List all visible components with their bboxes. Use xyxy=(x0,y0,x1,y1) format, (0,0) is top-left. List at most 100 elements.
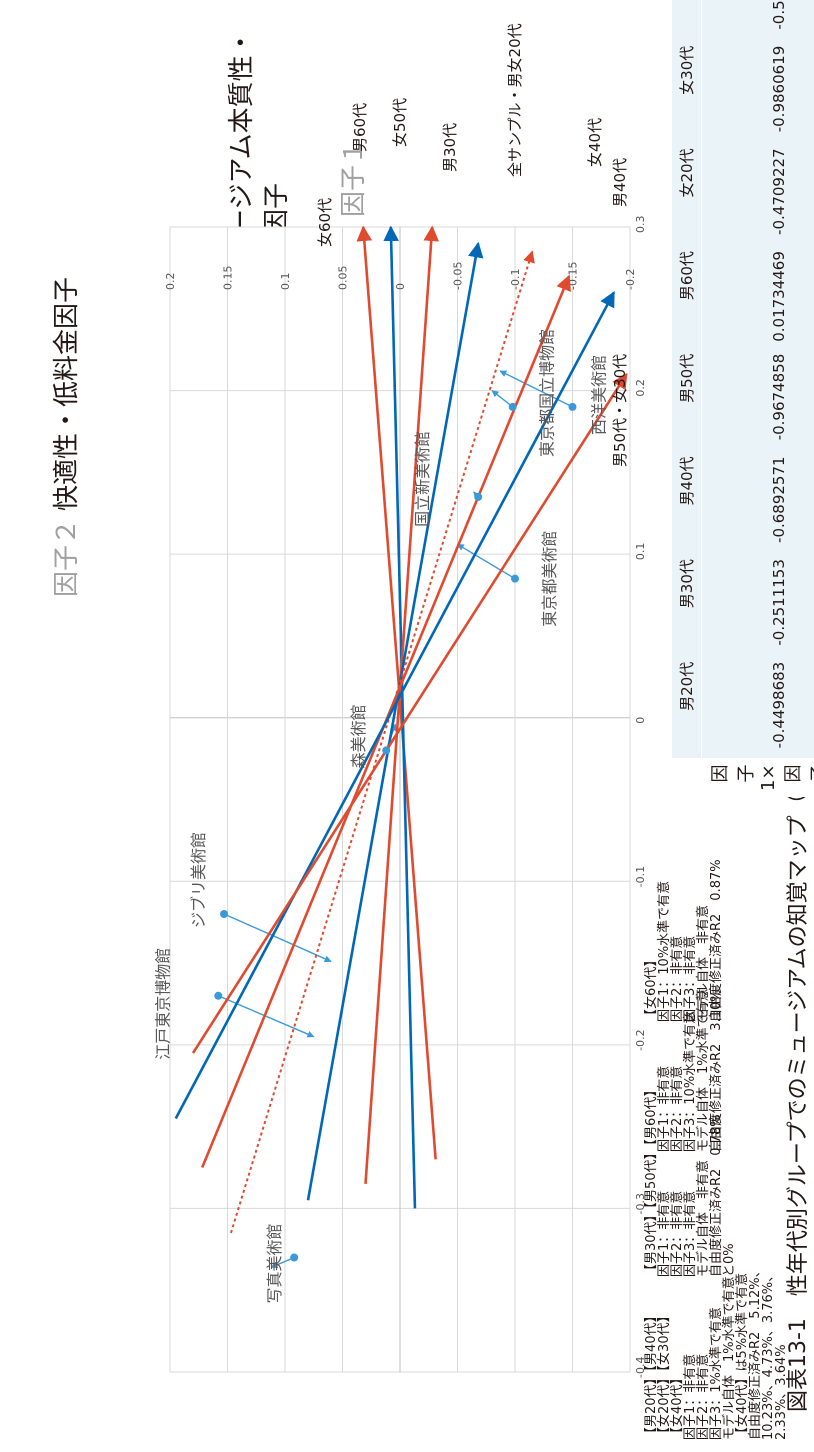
series-label: 男40代 xyxy=(611,158,629,207)
notes: 【男20代】【男40代】【女20代】【女30代】【女40代】因子1：非有意因子2… xyxy=(643,859,789,1440)
table-cell: -0.4498683 xyxy=(701,655,814,759)
grid xyxy=(169,226,631,1373)
table-header-row: 男20代男30代男40代男50代男60代女20代女30代女40代女50代女60代 xyxy=(672,0,702,797)
table-corner xyxy=(672,758,702,797)
museum-point xyxy=(290,1253,299,1262)
note-line: 因子2：非有意 xyxy=(669,1066,685,1152)
note-line: 【女40代】は5%水準で有意 xyxy=(734,1273,750,1440)
y-tick-label: 0.15 xyxy=(222,266,235,291)
note-line: 【男30代】【男50代】 xyxy=(644,1146,659,1277)
note-line: 2.33%、3.64% xyxy=(774,1344,789,1440)
y-tick-label: 0.1 xyxy=(279,273,292,291)
note-line: 自由度修正済みR2 0.78% xyxy=(708,1114,724,1277)
series-line xyxy=(174,291,616,1120)
museum-point xyxy=(220,910,229,918)
note-line: と0% xyxy=(722,1243,737,1277)
museum-label: 江戸東京博物館 xyxy=(153,948,172,1060)
note-line: 自由度修正済みR2 0.87% xyxy=(708,859,724,1022)
note-line: 【女20代】【女30代】 xyxy=(656,1309,672,1440)
table-cell: -0.5868729 xyxy=(701,0,814,40)
table-cell: -0.9674858 xyxy=(701,347,814,451)
projection-arrow xyxy=(223,913,332,963)
projection-arrow xyxy=(456,543,516,580)
y-tick-label: -0.1 xyxy=(509,269,522,290)
series-label: 男60代 xyxy=(351,103,369,152)
factor1-gray-label: 因子１ xyxy=(339,139,369,217)
note-line: 因子3：10%水準で有意 xyxy=(682,1011,698,1152)
y-tick-label: 0.05 xyxy=(337,266,350,291)
note-line: 【男20代】【男40代】 xyxy=(644,1309,659,1440)
x-tick-label: -0.4 xyxy=(634,1357,647,1378)
y-tick-label: -0.2 xyxy=(624,269,637,290)
series-line xyxy=(191,372,628,1054)
note-line: モデル自体 1%水準で有意 xyxy=(721,1276,737,1440)
table-row-label: 因子1×因子2 xyxy=(701,758,814,797)
coefficient-table: 男20代男30代男40代男50代男60代女20代女30代女40代女50代女60代… xyxy=(672,0,814,797)
table-cell: -0.6892571 xyxy=(701,450,814,554)
note-line: 因子1：非有意 xyxy=(656,1066,672,1152)
series-label: 男50代・女30代 xyxy=(611,354,629,467)
y-tick-label: 0.2 xyxy=(164,273,177,291)
museum-point xyxy=(382,746,391,755)
table-cell: -0.4709227 xyxy=(701,142,814,246)
series-line xyxy=(306,241,484,1201)
series-label: 全サンプル・男女20代 xyxy=(506,23,524,177)
x-tick-label: -0.3 xyxy=(634,1193,647,1214)
series-line xyxy=(364,225,440,1184)
table-column-header: 女40代 xyxy=(672,0,702,40)
museum-point xyxy=(474,492,483,501)
projection-arrow xyxy=(218,995,315,1038)
note-line: 因子2：非有意 xyxy=(669,1191,685,1277)
note-line: 因子2：非有意 xyxy=(669,936,685,1022)
projection-arrow xyxy=(499,370,573,408)
series-label: 女50代 xyxy=(391,98,409,147)
museum-label: ジブリ美術館 xyxy=(189,832,208,928)
note-line: 因子1：非有意 xyxy=(682,1354,698,1440)
projection-arrows xyxy=(218,370,573,1269)
table-column-header: 男60代 xyxy=(672,245,702,348)
projection-arrow xyxy=(270,1256,295,1269)
series-label: 女40代 xyxy=(586,118,604,167)
x-tick-label: 0.3 xyxy=(634,216,647,234)
note-line: 因子2：非有意 xyxy=(695,1354,711,1440)
note-line: モデル自体 非有意 xyxy=(695,1160,711,1277)
titles: 因子２快適性・低料金因子 ミュージアム本質性・ 広報因子 因子１ xyxy=(52,29,369,597)
note-line: モデル自体 1%水準で有意 xyxy=(695,988,711,1152)
museum-label: 森美術館 xyxy=(349,704,368,768)
table-column-header: 男50代 xyxy=(672,347,702,451)
museum-label: 写真美術館 xyxy=(265,1223,284,1303)
series-lines xyxy=(174,225,628,1234)
table-column-header: 男40代 xyxy=(672,450,702,554)
table-cell: 0.01734469 xyxy=(701,245,814,348)
y-tick-label: 0 xyxy=(394,283,407,290)
note-line: 10.23%、4.73%、3.76%、 xyxy=(761,1269,776,1440)
table-column-header: 男20代 xyxy=(672,655,702,759)
note-line: 因子3：非有意 xyxy=(682,936,698,1022)
factor2-title: 因子２快適性・低料金因子 xyxy=(52,277,82,597)
museum-label: 東京都美術館 xyxy=(540,531,559,627)
note-line: 【女60代】 xyxy=(643,953,659,1022)
table-cell: -0.9860619 xyxy=(701,39,814,143)
x-tick-label: -0.2 xyxy=(634,1029,647,1050)
museum-label: 国立新美術館 xyxy=(413,431,432,527)
museum-label: 東京都国立博物館 xyxy=(538,329,557,457)
museum-label: 西洋美術館 xyxy=(590,355,609,435)
note-line: 因子1：非有意 xyxy=(656,1191,672,1277)
note-line: 因子3：1%水準で有意 xyxy=(708,1307,724,1440)
table-column-header: 女30代 xyxy=(672,39,702,143)
projection-arrow xyxy=(491,390,514,408)
note-line: 自由度修正済みR2 3.10% xyxy=(708,989,724,1152)
table-column-header: 男30代 xyxy=(672,553,702,656)
note-line: 【女40代】 xyxy=(669,1371,685,1440)
museum-point xyxy=(511,574,519,583)
series-line xyxy=(383,225,417,1209)
table-column-header: 女20代 xyxy=(672,142,702,246)
x-tick-label: 0.1 xyxy=(634,543,647,561)
x-tick-label: 0.2 xyxy=(634,379,647,397)
table-body: 因子1×因子2-0.4498683-0.2511153-0.6892571-0.… xyxy=(701,0,814,797)
museum-point xyxy=(214,991,223,1000)
note-line: 因子3：非有意 xyxy=(682,1191,698,1277)
